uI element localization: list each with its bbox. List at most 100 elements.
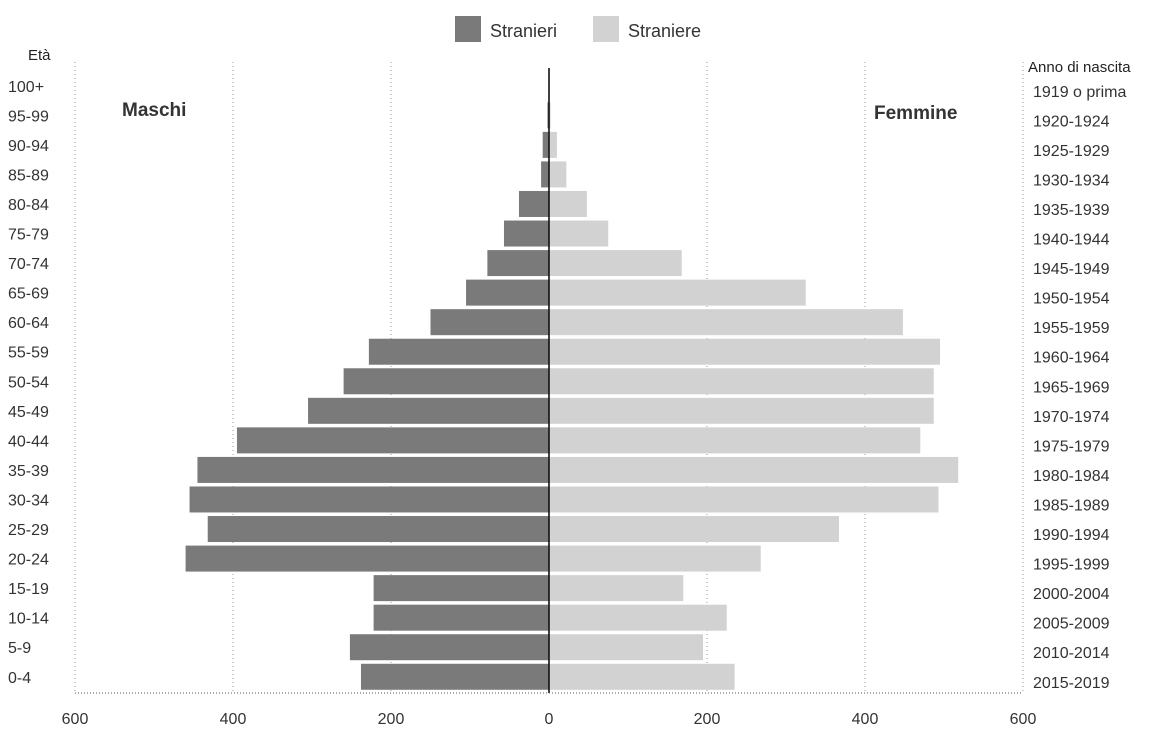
birth-year-label: 1925-1929 <box>1033 143 1110 160</box>
bar-straniere <box>549 220 609 247</box>
bar-stranieri <box>236 427 549 454</box>
bars <box>185 102 959 690</box>
birth-year-label: 1919 o prima <box>1033 84 1126 101</box>
legend-swatch-straniere <box>593 16 619 42</box>
birth-year-label: 1930-1934 <box>1033 172 1110 189</box>
age-group-label: 45-49 <box>8 404 49 421</box>
bar-straniere <box>549 663 735 690</box>
age-group-label: 55-59 <box>8 345 49 362</box>
age-group-label: 25-29 <box>8 522 49 539</box>
y-left-axis-title: Età <box>28 47 51 64</box>
age-group-label: 5-9 <box>8 640 31 657</box>
age-group-label: 0-4 <box>8 670 31 687</box>
left-side-label: Maschi <box>122 100 186 121</box>
legend: Stranieri Straniere <box>455 16 701 42</box>
birth-year-label: 1990-1994 <box>1033 527 1110 544</box>
bar-straniere <box>549 368 934 395</box>
birth-year-label: 2005-2009 <box>1033 616 1110 633</box>
bar-stranieri <box>542 131 549 158</box>
bar-straniere <box>549 190 587 217</box>
birth-year-label: 2000-2004 <box>1033 586 1110 603</box>
birth-year-label: 1940-1944 <box>1033 232 1110 249</box>
bar-stranieri <box>308 397 549 424</box>
birth-year-label: 1945-1949 <box>1033 261 1110 278</box>
birth-year-label: 2015-2019 <box>1033 675 1110 692</box>
bar-straniere <box>549 604 727 631</box>
x-tick-label: 400 <box>220 711 247 728</box>
age-group-label: 50-54 <box>8 374 49 391</box>
age-group-label: 15-19 <box>8 581 49 598</box>
bar-straniere <box>549 427 921 454</box>
age-group-label: 40-44 <box>8 433 49 450</box>
birth-year-label: 1980-1984 <box>1033 468 1110 485</box>
right-side-label: Femmine <box>874 103 957 124</box>
birth-year-label: 1995-1999 <box>1033 557 1110 574</box>
birth-year-label: 1955-1959 <box>1033 320 1110 337</box>
bar-stranieri <box>185 545 549 572</box>
bar-straniere <box>549 486 939 513</box>
bar-stranieri <box>197 456 549 483</box>
birth-year-label: 1970-1974 <box>1033 409 1110 426</box>
bar-stranieri <box>518 190 549 217</box>
birth-year-label: 1950-1954 <box>1033 291 1110 308</box>
birth-year-label: 2010-2014 <box>1033 645 1110 662</box>
x-tick-label: 400 <box>852 711 879 728</box>
bar-stranieri <box>466 279 549 306</box>
birth-year-label: 1920-1924 <box>1033 113 1110 130</box>
age-group-label: 95-99 <box>8 108 49 125</box>
y-right-axis-title: Anno di nascita <box>1028 59 1131 76</box>
x-tick-label: 200 <box>694 711 721 728</box>
x-tick-label: 0 <box>545 711 554 728</box>
bar-straniere <box>549 309 903 336</box>
bar-stranieri <box>373 604 549 631</box>
legend-label-stranieri: Stranieri <box>490 21 557 41</box>
x-tick-label: 200 <box>378 711 405 728</box>
bar-straniere <box>549 338 941 365</box>
age-group-label: 85-89 <box>8 167 49 184</box>
bar-stranieri <box>368 338 549 365</box>
bar-stranieri <box>189 486 550 513</box>
x-tick-label: 600 <box>62 711 89 728</box>
birth-year-label: 1965-1969 <box>1033 379 1110 396</box>
bar-stranieri <box>207 516 549 543</box>
bar-stranieri <box>430 309 549 336</box>
bar-stranieri <box>360 663 549 690</box>
bar-stranieri <box>541 161 549 188</box>
bar-stranieri <box>487 250 549 277</box>
age-group-label: 75-79 <box>8 227 49 244</box>
legend-label-straniere: Straniere <box>628 21 701 41</box>
age-group-label: 10-14 <box>8 611 49 628</box>
bar-straniere <box>549 161 567 188</box>
bar-straniere <box>549 545 761 572</box>
bar-straniere <box>549 516 839 543</box>
age-group-label: 70-74 <box>8 256 49 273</box>
bar-straniere <box>549 456 959 483</box>
age-group-label: 90-94 <box>8 138 49 155</box>
age-group-label: 100+ <box>8 79 44 96</box>
legend-swatch-stranieri <box>455 16 481 42</box>
bar-straniere <box>549 575 684 602</box>
axes <box>75 68 1023 694</box>
age-group-label: 80-84 <box>8 197 49 214</box>
age-group-label: 30-34 <box>8 492 49 509</box>
birth-year-label: 1960-1964 <box>1033 350 1110 367</box>
bar-straniere <box>549 397 934 424</box>
bar-straniere <box>549 279 806 306</box>
birth-year-label: 1935-1939 <box>1033 202 1110 219</box>
bar-straniere <box>549 131 557 158</box>
bar-stranieri <box>503 220 549 247</box>
birth-year-label: 1975-1979 <box>1033 438 1110 455</box>
bar-straniere <box>549 250 682 277</box>
age-group-label: 60-64 <box>8 315 49 332</box>
bar-stranieri <box>343 368 549 395</box>
age-group-label: 35-39 <box>8 463 49 480</box>
age-group-label: 20-24 <box>8 552 49 569</box>
birth-year-label: 1985-1989 <box>1033 497 1110 514</box>
bar-stranieri <box>349 634 549 661</box>
tick-labels: 600 400 200 0 200 400 600 100+ 95-99 90-94 85-89 80… <box>8 79 1126 728</box>
bar-stranieri <box>373 575 549 602</box>
bar-straniere <box>549 634 704 661</box>
age-group-label: 65-69 <box>8 286 49 303</box>
x-tick-label: 600 <box>1010 711 1037 728</box>
